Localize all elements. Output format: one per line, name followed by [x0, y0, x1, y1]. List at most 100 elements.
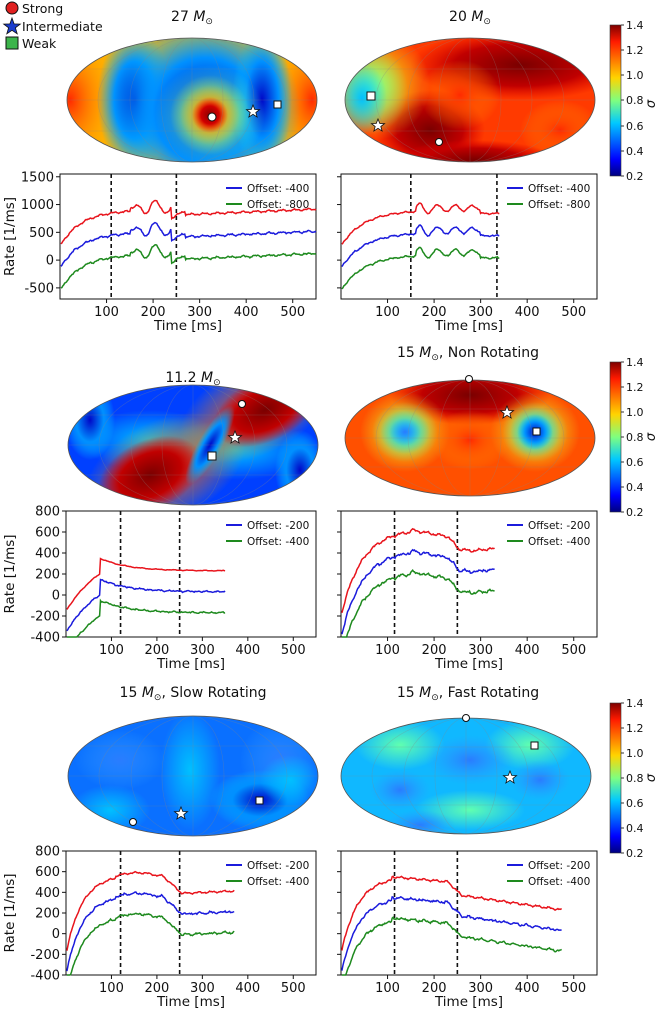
weak-marker [366, 91, 376, 101]
series-line [66, 578, 226, 632]
sky-map-27: 27 M⊙ [66, 9, 318, 163]
strong-marker [129, 818, 137, 826]
y-tick-label: 600 [35, 526, 60, 541]
colorbar-3: 1.4 1.2 1.0 0.8 0.6 0.4 0.2 σ [609, 697, 659, 860]
legend-star-marker [2, 16, 22, 35]
strong-marker [465, 375, 473, 383]
y-tick-label: 400 [35, 547, 60, 562]
colorbar-tick: 1.4 [626, 19, 644, 32]
x-tick-label: 400 [235, 981, 260, 996]
colorbar-tick: 0.2 [626, 847, 644, 860]
legend-label: Offset: -400 [247, 876, 309, 888]
x-tick-label: 400 [515, 643, 540, 658]
colorbar-tick: 1.2 [626, 381, 644, 394]
x-tick-label: 400 [234, 305, 259, 320]
x-tick-label: 100 [99, 643, 124, 658]
intermediate-marker [173, 805, 189, 820]
colorbar-label: σ [644, 773, 659, 782]
sky-map-20: 20 M⊙ [344, 9, 596, 163]
series-line [60, 199, 317, 245]
series-line [341, 875, 563, 951]
y-tick-label: -500 [24, 281, 54, 296]
y-axis-label: Rate [1/ms] [2, 873, 18, 952]
marker-legend: Strong Intermediate Weak [2, 1, 103, 51]
sky-map-15-slow-rotating: 15 M⊙, Slow Rotating [67, 685, 319, 837]
colorbar-tick: 1.0 [626, 69, 644, 82]
intermediate-marker [370, 117, 386, 132]
x-tick-label: 200 [422, 305, 447, 320]
strong-marker [238, 400, 246, 408]
colorbar-tick: 1.2 [626, 722, 644, 735]
legend-label: Offset: -800 [528, 199, 590, 211]
x-tick-label: 100 [99, 981, 124, 996]
x-tick-label: 100 [375, 643, 400, 658]
y-tick-label: 0 [52, 589, 60, 604]
map-title: 11.2 M⊙ [165, 370, 220, 388]
series-line [60, 244, 317, 289]
colorbar-tick: 0.6 [626, 120, 644, 133]
colorbar-tick: 0.4 [626, 481, 644, 494]
series-line [66, 891, 235, 972]
y-tick-label: -400 [30, 969, 60, 984]
sky-map-15-fast-rotating: 15 M⊙, Fast Rotating [340, 685, 592, 835]
weak-marker [207, 451, 217, 461]
series-line [341, 916, 563, 976]
x-tick-label: 500 [561, 981, 586, 996]
x-tick-label: 500 [561, 305, 586, 320]
x-axis-label: Time [ms] [156, 994, 225, 1010]
map-title: 15 M⊙, Fast Rotating [397, 685, 539, 703]
legend-label: Offset: -200 [247, 520, 309, 532]
x-tick-label: 500 [561, 643, 586, 658]
legend-label: Offset: -200 [528, 860, 590, 872]
x-tick-label: 300 [468, 305, 493, 320]
intermediate-marker [227, 429, 243, 444]
x-tick-label: 500 [281, 643, 306, 658]
y-tick-label: 200 [35, 907, 60, 922]
series-line [341, 224, 500, 267]
series-line [66, 557, 226, 610]
x-tick-label: 100 [375, 981, 400, 996]
colorbar-tick: 0.4 [626, 822, 644, 835]
series-line [341, 527, 495, 614]
colorbar-tick: 1.2 [626, 44, 644, 57]
y-tick-label: -200 [30, 610, 60, 625]
colorbar-tick: 0.8 [626, 431, 644, 444]
colorbar-tick: 0.8 [626, 94, 644, 107]
x-tick-label: 300 [468, 981, 493, 996]
sky-map-15-non-rotating: 15 M⊙, Non Rotating [344, 345, 596, 497]
line-chart: 100 200 300 400 500 800 600 400 200 0 -200 -400 Time… [2, 845, 317, 1010]
strong-marker [207, 112, 217, 122]
x-tick-label: 100 [94, 305, 119, 320]
x-tick-label: 200 [422, 643, 447, 658]
weak-marker [530, 741, 539, 750]
x-axis-label: Time [ms] [434, 318, 503, 334]
x-tick-label: 400 [515, 305, 540, 320]
map-title: 20 M⊙ [449, 9, 491, 27]
series-line [66, 870, 235, 951]
colorbar-tick: 1.4 [626, 697, 644, 710]
y-tick-label: -400 [30, 631, 60, 646]
y-tick-label: 1000 [21, 198, 54, 213]
map-title: 15 M⊙, Slow Rotating [120, 685, 267, 703]
y-axis-label: Rate [1/ms] [2, 534, 18, 613]
map-title: 27 M⊙ [171, 9, 213, 27]
intermediate-marker [499, 404, 515, 419]
legend-label: Offset: -400 [528, 536, 590, 548]
line-chart: 100 200 300 400 500 800 600 400 200 0 -200 -400 Time… [2, 505, 317, 672]
y-axis-label: Rate [1/ms] [2, 197, 18, 276]
x-tick-label: 400 [515, 981, 540, 996]
legend-weak: Weak [5, 36, 57, 51]
colorbar-tick: 0.2 [626, 506, 644, 519]
colorbar-tick: 0.2 [626, 170, 644, 183]
map-title: 15 M⊙, Non Rotating [397, 345, 539, 363]
x-tick-label: 200 [144, 981, 169, 996]
y-tick-label: -200 [30, 948, 60, 963]
colorbar-tick: 1.4 [626, 356, 644, 369]
series-line [341, 548, 495, 635]
x-tick-label: 200 [141, 305, 166, 320]
legend-label: Offset: -400 [528, 183, 590, 195]
y-tick-label: 0 [46, 254, 54, 269]
x-tick-label: 500 [280, 305, 305, 320]
colorbar-tick: 1.0 [626, 406, 644, 419]
legend-weak-label: Weak [22, 36, 57, 51]
